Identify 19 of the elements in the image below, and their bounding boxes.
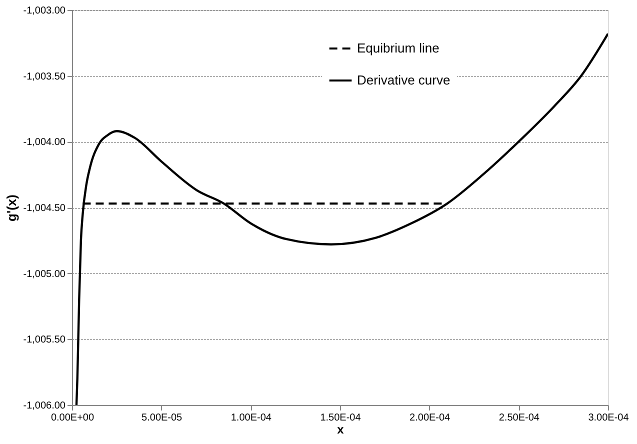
x-tick-label: 3.00E-04 — [588, 412, 630, 424]
y-tick-label: -1,004.00 — [23, 137, 66, 148]
y-tick-label: -1,005.00 — [23, 268, 66, 280]
line-series — [75, 32, 608, 405]
x-tick-label: 0.00E+00 — [50, 412, 94, 424]
y-tick-label: -1,006.00 — [23, 400, 66, 412]
x-tick-label: 2.00E-04 — [410, 412, 451, 424]
x-tick-label: 5.00E-05 — [142, 412, 183, 424]
y-axis-title: g'(x) — [4, 194, 20, 222]
y-tick-label: -1,003.00 — [23, 6, 66, 16]
x-tick-label: 1.00E-04 — [230, 412, 272, 424]
legend-label: Equibrium line — [357, 40, 440, 56]
x-tick-label: 2.50E-04 — [498, 412, 540, 424]
x-axis-title: x — [337, 422, 344, 436]
legend-label: Derivative curve — [357, 72, 450, 88]
y-tick-label: -1,004.50 — [23, 203, 66, 214]
y-tick-label: -1,005.50 — [23, 334, 66, 346]
x-tick-label: 1.50E-04 — [320, 412, 362, 424]
y-tick-label: -1,003.50 — [23, 71, 66, 82]
